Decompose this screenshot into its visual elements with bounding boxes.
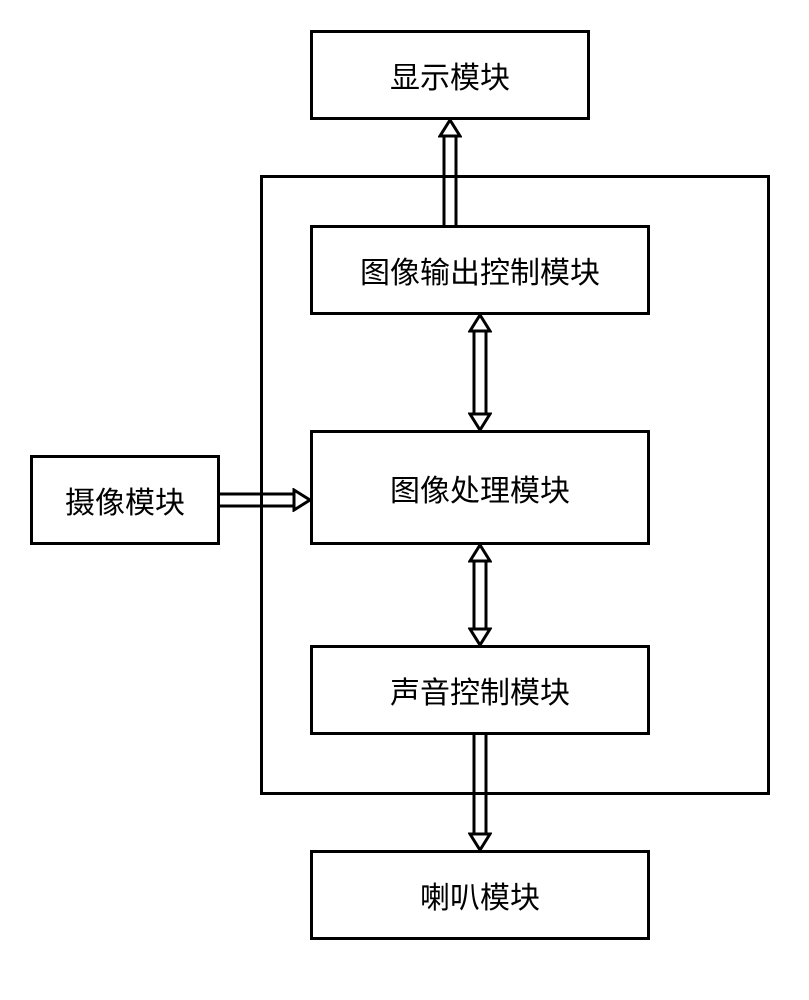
sound-control-label: 声音控制模块: [390, 668, 570, 712]
image-processing-label: 图像处理模块: [390, 466, 570, 510]
speaker-module-label: 喇叭模块: [420, 873, 540, 917]
image-output-control-label: 图像输出控制模块: [360, 248, 600, 292]
camera-module-box: 摄像模块: [30, 455, 220, 545]
sound-control-box: 声音控制模块: [310, 645, 650, 735]
image-processing-box: 图像处理模块: [310, 430, 650, 545]
speaker-module-box: 喇叭模块: [310, 850, 650, 940]
camera-module-label: 摄像模块: [65, 478, 185, 522]
arrow-output-to-display: [438, 120, 462, 225]
arrow-processing-to-output: [468, 315, 492, 430]
arrow-processing-to-sound: [468, 545, 492, 645]
display-module-label: 显示模块: [390, 53, 510, 97]
image-output-control-box: 图像输出控制模块: [310, 225, 650, 315]
display-module-box: 显示模块: [310, 30, 590, 120]
arrow-camera-to-processing: [220, 488, 310, 512]
arrow-sound-to-speaker: [468, 735, 492, 850]
